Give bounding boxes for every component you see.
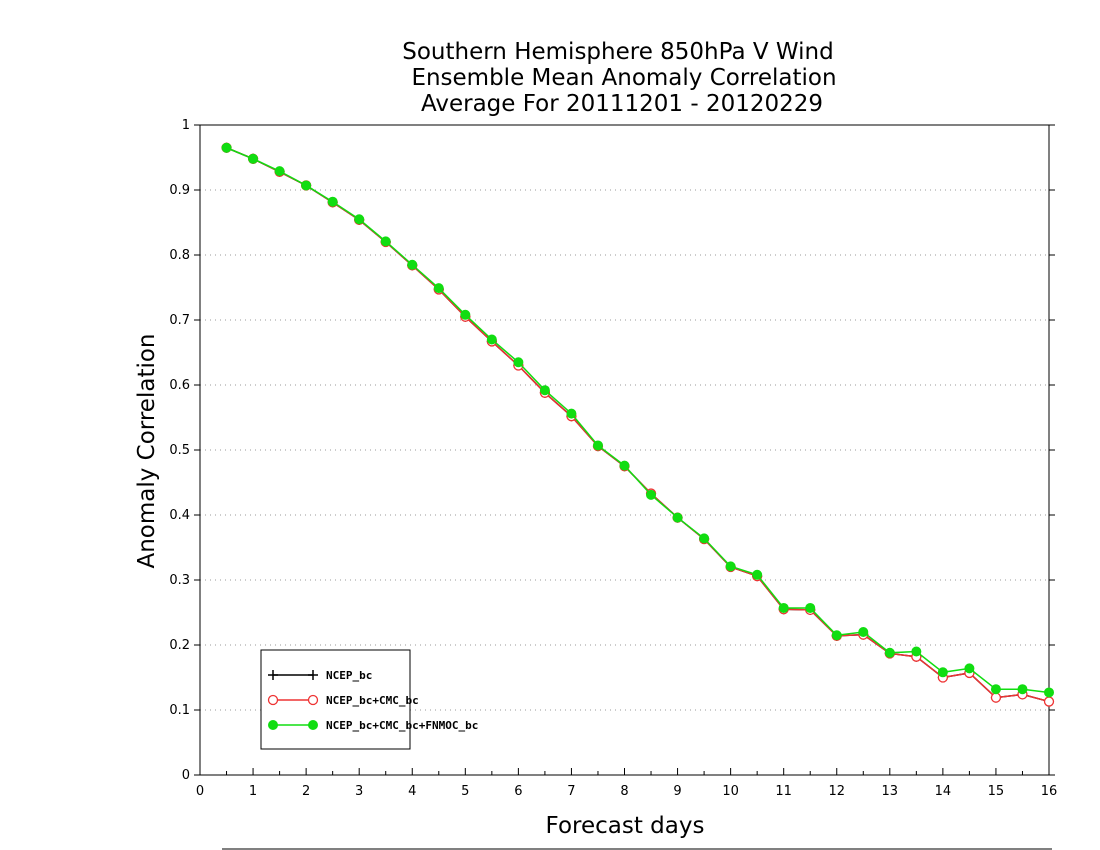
data-point — [1017, 684, 1028, 695]
x-tick-label: 3 — [355, 784, 363, 799]
series-2 — [221, 142, 1055, 707]
x-tick-label: 11 — [775, 784, 792, 799]
data-point — [592, 440, 603, 451]
x-axis: 0 1 2 3 4 5 6 7 8 9 10 11 12 13 14 15 16 — [196, 768, 1057, 799]
x-tick-label: 4 — [408, 784, 416, 799]
y-tick-label: 0.7 — [169, 313, 190, 328]
x-tick-label: 14 — [935, 784, 952, 799]
x-tick-label: 6 — [514, 784, 522, 799]
data-point — [221, 142, 232, 153]
data-point — [831, 630, 842, 641]
x-tick-label: 5 — [461, 784, 469, 799]
x-tick-label: 2 — [302, 784, 310, 799]
y-tick-label: 0.3 — [169, 573, 190, 588]
chart-title-line-3: Average For 20111201 - 20120229 — [421, 91, 823, 117]
legend-marker — [308, 670, 318, 680]
x-tick-label: 13 — [882, 784, 899, 799]
x-tick-label: 12 — [828, 784, 845, 799]
legend-label: NCEP_bc+CMC_bc — [326, 694, 419, 707]
legend-marker — [307, 694, 319, 706]
data-point — [1044, 687, 1054, 698]
y-tick-label: 0.1 — [169, 703, 190, 718]
data-point — [911, 646, 922, 657]
series-line — [226, 147, 1050, 703]
x-tick-label: 0 — [196, 784, 204, 799]
data-point — [248, 153, 259, 164]
x-tick-label: 8 — [620, 784, 628, 799]
y-tick-label: 0.5 — [169, 443, 190, 458]
y-tick-label: 0.2 — [169, 638, 190, 653]
data-point — [752, 569, 763, 580]
y-tick-label: 1 — [182, 118, 190, 133]
data-point — [990, 692, 1002, 703]
data-point — [672, 512, 683, 523]
grid-lines — [200, 124, 1049, 711]
data-point — [778, 602, 789, 613]
data-point — [805, 602, 816, 613]
legend-marker — [308, 720, 318, 730]
data-point — [407, 259, 418, 270]
series-1 — [221, 142, 1054, 707]
y-tick-label: 0.4 — [169, 508, 190, 523]
data-point — [964, 663, 975, 674]
series-line — [226, 147, 1050, 694]
data-point — [1043, 696, 1055, 707]
data-point — [327, 196, 338, 207]
series-3 — [221, 142, 1054, 698]
data-point — [460, 309, 471, 320]
y-tick-label: 0.9 — [169, 183, 190, 198]
chart-title: Southern Hemisphere 850hPa V Wind Ensemb… — [402, 39, 836, 117]
legend-label: NCEP_bc+CMC_bc+FNMOC_bc — [326, 719, 478, 732]
y-tick-label: 0 — [182, 768, 190, 783]
legend: NCEP_bc NCEP_bc+CMC_bc NCEP_bc+CMC_bc+FNMO… — [260, 649, 478, 750]
data-point — [699, 533, 710, 544]
legend-entry: NCEP_bc — [268, 669, 372, 682]
legend-marker — [268, 670, 278, 680]
data-point — [884, 647, 895, 658]
chart-title-line-2: Ensemble Mean Anomaly Correlation — [411, 65, 836, 91]
data-point — [486, 334, 497, 345]
legend-entry: NCEP_bc+CMC_bc+FNMOC_bc — [268, 719, 478, 732]
data-point — [513, 357, 524, 368]
legend-marker — [267, 694, 279, 706]
x-tick-label: 1 — [249, 784, 257, 799]
data-point — [619, 460, 630, 471]
data-point — [354, 214, 365, 225]
chart-title-line-1: Southern Hemisphere 850hPa V Wind — [402, 39, 833, 65]
data-point — [990, 684, 1001, 695]
legend-label: NCEP_bc — [326, 669, 372, 682]
x-tick-label: 7 — [567, 784, 575, 799]
y-axis: 0 0.1 0.2 0.3 0.4 0.5 0.6 0.7 0.8 0.9 1 — [169, 118, 1055, 783]
data-point — [380, 236, 391, 247]
x-tick-label: 9 — [673, 784, 681, 799]
x-tick-label: 16 — [1041, 784, 1058, 799]
data-point — [539, 385, 550, 396]
data-point — [937, 667, 948, 678]
legend-marker — [268, 720, 278, 730]
y-tick-label: 0.6 — [169, 378, 190, 393]
data-point — [301, 180, 312, 191]
series-line — [226, 147, 1050, 703]
data-point — [858, 627, 869, 637]
data-point — [566, 408, 577, 419]
legend-entry: NCEP_bc+CMC_bc — [267, 694, 419, 707]
y-tick-label: 0.8 — [169, 248, 190, 263]
x-axis-label: Forecast days — [546, 813, 705, 839]
data-point — [433, 283, 444, 294]
data-point — [646, 489, 657, 500]
x-tick-label: 10 — [722, 784, 739, 799]
series-layer — [221, 142, 1055, 707]
y-axis-label: Anomaly Correlation — [134, 333, 160, 568]
x-tick-label: 15 — [988, 784, 1005, 799]
data-point — [725, 561, 736, 572]
data-point — [274, 166, 285, 177]
